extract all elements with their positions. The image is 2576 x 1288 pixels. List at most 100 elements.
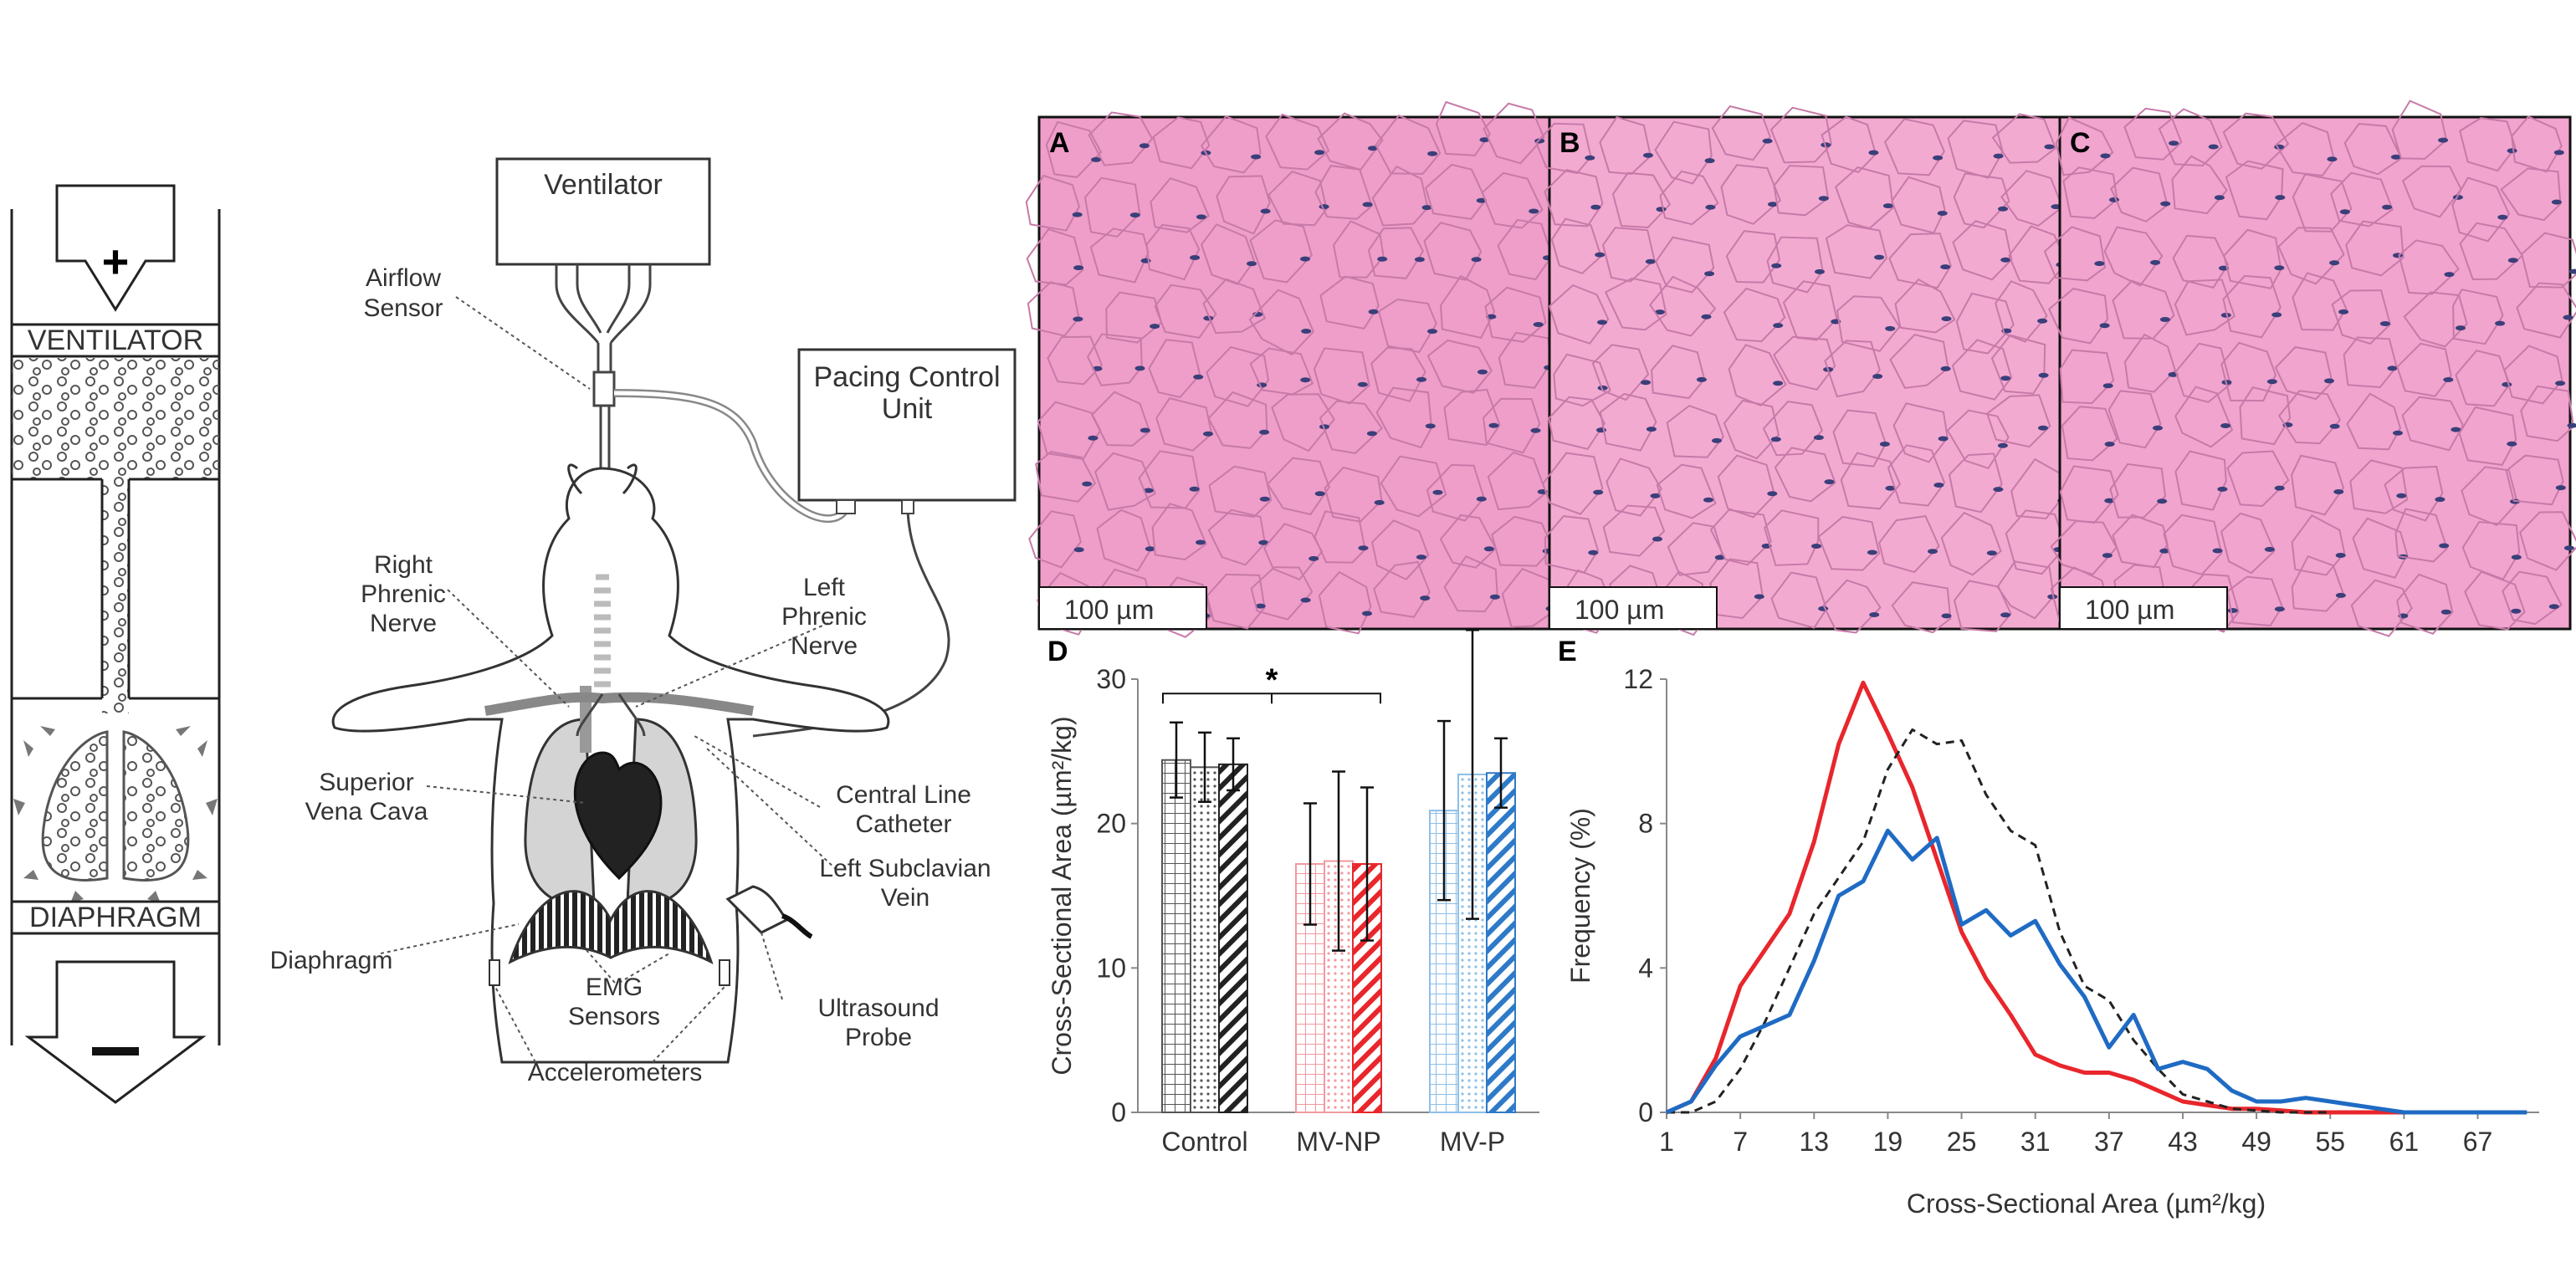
nucleus [1319, 204, 1329, 210]
nucleus [1773, 323, 1784, 329]
muscle-fiber [1375, 114, 1442, 175]
muscle-fiber [2519, 511, 2576, 571]
muscle-fiber [1265, 113, 1330, 171]
muscle-fiber [1766, 236, 1824, 294]
nucleus [1940, 365, 1951, 371]
muscle-fiber [2292, 272, 2348, 331]
nucleus [2327, 156, 2338, 162]
nucleus [2507, 258, 2518, 263]
muscle-fiber [1986, 394, 2051, 448]
muscle-fiber [1155, 397, 1213, 452]
nucleus [1645, 258, 1656, 264]
nucleus [1593, 489, 1604, 495]
muscle-fiber [1439, 514, 1498, 569]
nucleus [1879, 442, 1890, 447]
muscle-fiber [1093, 452, 1156, 511]
nucleus [2208, 144, 2219, 150]
muscle-fiber [2503, 345, 2563, 405]
nucleus [1414, 257, 1425, 263]
diaphragm-setup-label: Diaphragm [270, 947, 393, 974]
muscle-fiber [2109, 463, 2167, 519]
muscle-fiber [2520, 385, 2574, 442]
nucleus [1818, 196, 1829, 202]
muscle-fiber [1840, 452, 1902, 510]
nucleus [1590, 204, 1601, 210]
nucleus [1986, 550, 1997, 556]
muscle-fiber [1591, 344, 1650, 401]
muscle-fiber [2275, 121, 2335, 177]
muscle-fiber [2452, 289, 2504, 345]
muscle-fiber [1723, 287, 1786, 343]
accelerometers-label: Accelerometers [528, 1059, 702, 1086]
nucleus [2553, 150, 2564, 156]
muscle-fiber [2464, 570, 2526, 631]
muscle-fiber [1314, 510, 1366, 564]
nucleus [1367, 146, 1378, 151]
muscle-fiber [2043, 226, 2107, 282]
muscle-fiber [1482, 397, 1541, 454]
nucleus [1314, 491, 1325, 497]
muscle-fiber [1824, 340, 1881, 398]
nucleus [1082, 481, 1093, 487]
nucleus [2507, 148, 2517, 154]
e-y-tick-label: 8 [1638, 809, 1653, 839]
e-series-line [1665, 680, 2404, 1115]
rat-ear-left [567, 463, 583, 495]
nucleus [1762, 138, 1773, 144]
muscle-fiber [1878, 515, 1940, 574]
muscle-fiber [2158, 108, 2223, 167]
muscle-fiber [1026, 227, 1084, 286]
nucleus [1368, 309, 1379, 314]
nucleus [1595, 252, 1606, 258]
muscle-fiber [1207, 391, 1268, 449]
muscle-fiber [1832, 409, 1887, 468]
muscle-fiber [1497, 218, 1554, 281]
nucleus [1203, 431, 1213, 437]
nucleus [2094, 261, 2105, 267]
muscle-fiber [1426, 463, 1485, 522]
muscle-fiber [1047, 335, 1104, 386]
muscle-fiber [1443, 555, 1498, 613]
right-phrenic-line3: Nerve [370, 610, 437, 637]
nucleus [1773, 381, 1784, 386]
airflow-label-line1: Airflow [366, 264, 441, 292]
muscle-fiber [1769, 106, 1833, 164]
d-bar [1190, 766, 1220, 1113]
accelerometer-right [719, 959, 730, 986]
nucleus [2563, 545, 2574, 551]
nucleus [2159, 317, 2170, 322]
nucleus [2393, 430, 2403, 436]
nucleus [1705, 204, 1716, 210]
muscle-fiber [1200, 115, 1262, 174]
muscle-fiber [1090, 391, 1151, 447]
muscle-fiber [1483, 102, 1545, 165]
chart-e-line: E 0 4 8 12 1 7 13 19 25 31 37 43 49 55 61 67 Cross-Secti… [1558, 636, 2539, 1219]
nucleus [1998, 206, 2008, 212]
nucleus [2274, 606, 2285, 612]
muscle-fiber [1484, 286, 1547, 343]
nucleus [1597, 319, 1607, 325]
panel-letter-e: E [1558, 636, 1577, 667]
muscle-fiber [1762, 401, 1823, 457]
nucleus [1072, 212, 1083, 217]
nucleus [1088, 435, 1099, 441]
muscle-fiber [1817, 515, 1881, 571]
nucleus [2104, 442, 2115, 447]
muscle-fiber [1946, 409, 2010, 469]
nucleus [1869, 612, 1880, 617]
muscle-fiber [1602, 504, 1666, 557]
muscle-fiber [1952, 220, 2013, 281]
muscle-fiber [2174, 279, 2235, 336]
d-y-tick-label: 10 [1096, 953, 1126, 983]
muscle-fiber [1599, 392, 1657, 452]
muscle-fiber [1148, 339, 1201, 399]
nucleus [1872, 374, 1883, 379]
histology-panel-b: B 100 µm [1535, 105, 2068, 636]
nucleus [1308, 555, 1319, 561]
e-series-line [1665, 828, 2527, 1115]
muscle-fiber [2349, 459, 2409, 514]
muscle-fiber [2291, 514, 2346, 576]
muscle-fiber [1659, 170, 1719, 226]
muscle-fiber [2000, 170, 2064, 227]
nucleus [1771, 263, 1782, 268]
